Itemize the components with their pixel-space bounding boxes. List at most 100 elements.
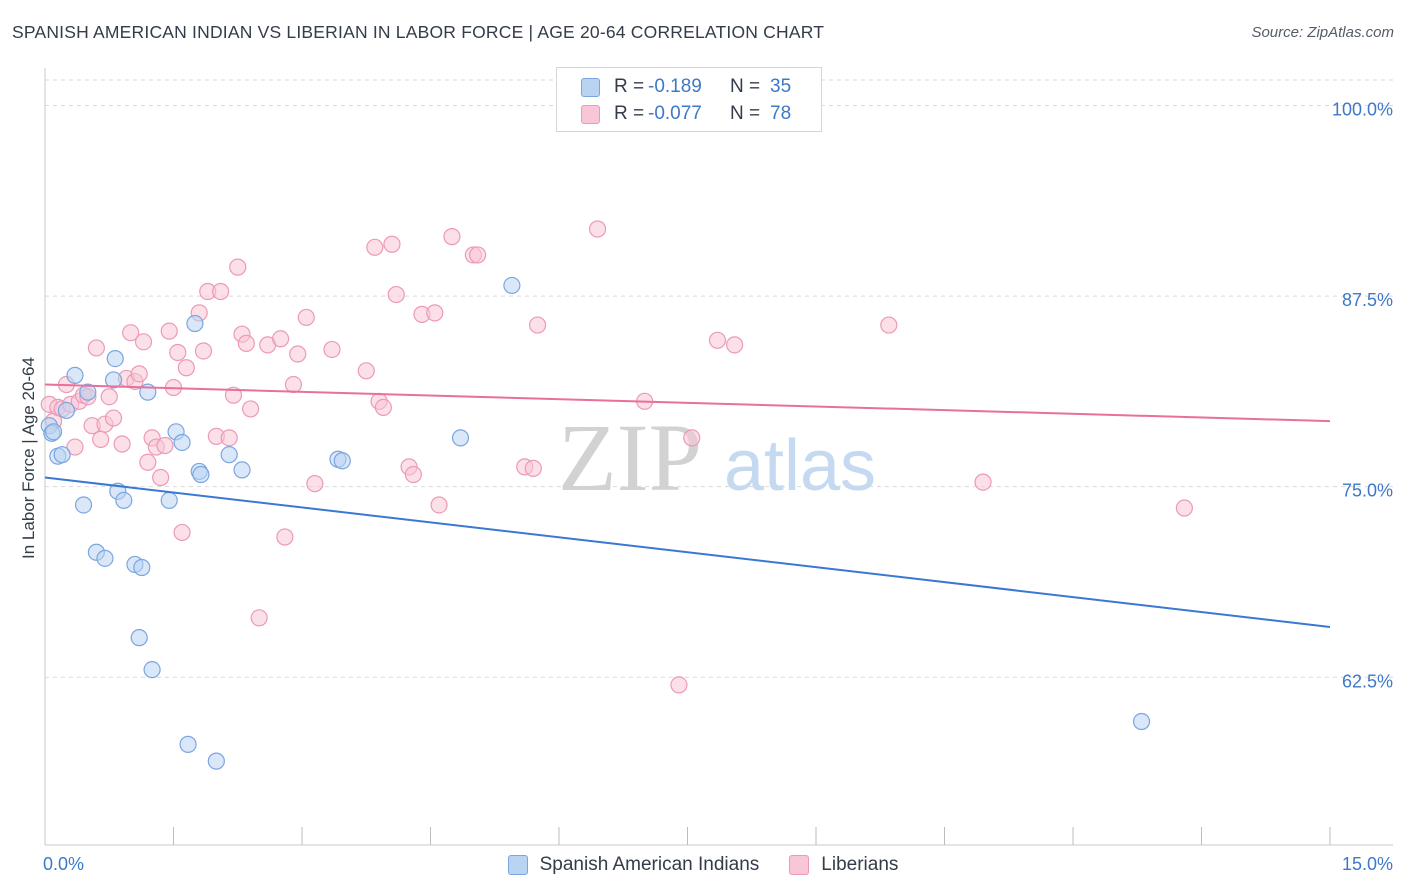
legend-label: Spanish American Indians xyxy=(539,854,760,875)
spanish-american-indians-point xyxy=(503,276,521,295)
spanish-american-indians-point xyxy=(207,752,225,770)
spanish-american-indians-point xyxy=(66,366,84,384)
watermark-zip: ZIP xyxy=(558,404,702,511)
spanish-american-indians-point xyxy=(160,491,178,510)
spanish-american-indians-point xyxy=(96,549,114,567)
liberians-point xyxy=(284,375,303,394)
r-label: R = xyxy=(614,76,645,97)
n-label: N = xyxy=(730,103,761,124)
trend-lines xyxy=(44,383,1331,628)
spanish-american-indians-point xyxy=(104,371,123,389)
series-legend: Spanish American Indians Liberians xyxy=(0,850,1406,880)
liberians-point xyxy=(366,238,384,256)
spanish-american-indians-point xyxy=(115,491,133,510)
spanish-american-indians-point xyxy=(173,433,191,452)
liberians-point xyxy=(528,316,547,334)
liberians-point xyxy=(92,430,110,449)
watermark: ZIP atlas xyxy=(558,404,876,511)
n-label: N = xyxy=(730,76,761,97)
liberians-point xyxy=(323,340,341,359)
liberians-point xyxy=(683,429,701,447)
liberians-point xyxy=(974,473,992,491)
liberians-point xyxy=(134,333,153,351)
pink-swatch xyxy=(789,855,810,875)
y-axis-title: In Labor Force | Age 20-64 xyxy=(19,357,38,559)
liberians-point xyxy=(156,436,174,455)
liberians-point xyxy=(387,285,405,304)
r-value: -0.189 xyxy=(648,76,702,97)
legend-item-spanish-american-indians[interactable]: Spanish American Indians xyxy=(507,854,760,876)
liberians-point xyxy=(271,330,290,348)
liberians-point xyxy=(670,676,688,694)
y-tick-label: 87.5% xyxy=(1342,290,1393,310)
liberians-trend-line xyxy=(44,383,1331,423)
legend-item-liberians[interactable]: Liberians xyxy=(789,854,898,876)
blue-swatch xyxy=(581,77,600,97)
liberians-point xyxy=(66,438,84,456)
stats-row-liberians: R = -0.077 N = 78 xyxy=(581,101,791,127)
y-tick-label: 62.5% xyxy=(1342,671,1393,691)
liberians-point xyxy=(588,220,607,238)
stats-legend: R = -0.189 N = 35 R = -0.077 N = 78 xyxy=(556,67,822,132)
liberians-point xyxy=(289,345,307,363)
spanish-american-indians-point xyxy=(220,446,238,464)
chart-title: SPANISH AMERICAN INDIAN VS LIBERIAN IN L… xyxy=(12,22,825,42)
liberians-point xyxy=(152,468,170,487)
r-value: -0.077 xyxy=(648,103,702,124)
spanish-american-indians-point xyxy=(333,452,351,470)
liberians-point xyxy=(177,359,195,377)
spanish-american-indians-point xyxy=(233,461,251,479)
liberians-point xyxy=(160,322,178,340)
source-credit: Source: ZipAtlas.com xyxy=(1251,24,1394,41)
spanish-american-indians-point xyxy=(44,423,63,441)
liberians-point xyxy=(306,475,324,493)
liberians-point xyxy=(383,235,401,253)
liberians-point xyxy=(430,496,448,514)
y-tick-label: 100.0% xyxy=(1332,99,1393,119)
liberians-point xyxy=(426,304,444,322)
y-tick-label: 75.0% xyxy=(1342,481,1393,501)
liberians-point xyxy=(212,282,230,301)
legend-label: Liberians xyxy=(821,854,899,875)
spanish-american-indians-point xyxy=(192,465,210,484)
liberians-point xyxy=(224,386,243,404)
spanish-american-indians-point xyxy=(179,735,197,753)
spanish-american-indians-point xyxy=(79,383,97,401)
watermark-atlas: atlas xyxy=(724,426,876,506)
liberians-point xyxy=(139,453,157,471)
spanish-american-indians-point xyxy=(186,314,204,333)
liberians-point xyxy=(524,459,542,477)
spanish-american-indians-trend-line xyxy=(44,476,1331,628)
y-tick-labels: 62.5% 75.0% 87.5% 100.0% xyxy=(1332,99,1393,691)
liberians-point xyxy=(242,400,260,418)
x-tick-label-min: 0.0% xyxy=(43,854,84,874)
spanish-american-indians-point xyxy=(53,446,71,464)
liberians-point xyxy=(708,331,727,349)
axes xyxy=(44,68,1393,846)
liberians-point xyxy=(87,339,106,357)
blue-swatch xyxy=(507,855,528,875)
liberians-point xyxy=(404,465,422,484)
spanish-american-indians-point xyxy=(1132,712,1151,731)
x-tick-labels: 0.0% 15.0% xyxy=(43,854,1393,874)
liberians-point xyxy=(297,308,315,327)
liberians-point xyxy=(374,398,392,416)
spanish-american-indians-point xyxy=(451,429,470,447)
liberians-point xyxy=(1175,499,1193,517)
liberians-point xyxy=(104,409,123,427)
liberians-point xyxy=(220,429,238,447)
n-value: 35 xyxy=(770,76,792,97)
spanish-american-indians-point xyxy=(74,496,93,514)
liberians-point xyxy=(169,343,187,362)
spanish-american-indians-point xyxy=(106,350,124,368)
spanish-american-indians-point xyxy=(57,401,76,420)
liberians-point xyxy=(229,258,247,276)
spanish-american-indians-point xyxy=(133,558,151,577)
liberians-point xyxy=(357,362,375,380)
spanish-american-indians-point xyxy=(130,629,148,647)
liberians-point xyxy=(100,388,118,406)
liberians-point xyxy=(880,316,898,334)
liberians-point xyxy=(237,334,255,352)
grid-lines xyxy=(45,79,1393,678)
stats-row-spanish-american-indians: R = -0.189 N = 35 xyxy=(581,74,791,100)
